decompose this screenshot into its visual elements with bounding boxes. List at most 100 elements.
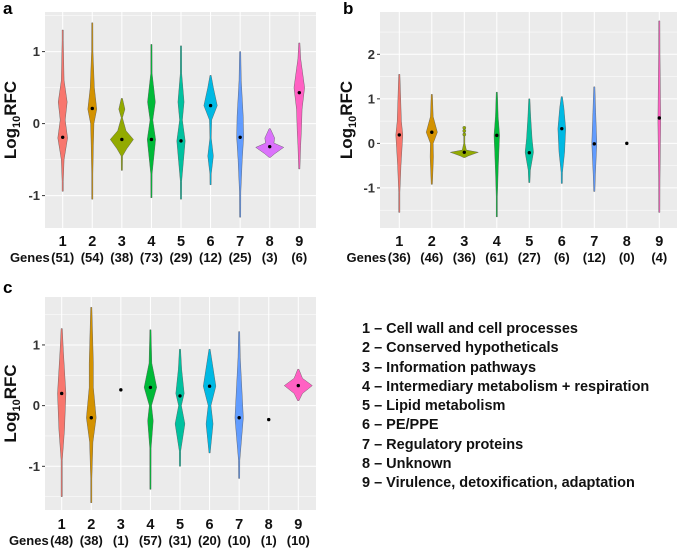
legend-item: 6 – PE/PPE [362,417,439,434]
x-tick-label: 1 [59,234,67,250]
violin-3 [449,127,480,158]
genes-label: Genes [9,533,49,548]
x-tick-label: 6 [207,234,215,250]
median-point [89,416,93,420]
gene-count-label: (38) [80,533,103,548]
legend-item: 1 – Cell wall and cell processes [362,321,578,337]
gene-count-label: (54) [81,250,104,265]
gene-count-label: (29) [169,250,192,265]
gene-count-label: (3) [262,250,278,265]
x-tick-label: 5 [525,234,533,250]
x-tick-label: 1 [58,517,66,533]
x-tick-label: 7 [236,234,244,250]
gene-count-label: (48) [50,533,73,548]
median-point [268,144,272,149]
legend-item: 9 – Virulence, detoxification, adaptatio… [362,475,635,492]
y-axis-label: Log10RFC [1,81,23,159]
median-point [120,137,124,142]
median-point [179,139,183,143]
y-tick-label: 0 [368,136,375,151]
x-tick-label: 9 [295,234,303,250]
violin-4 [147,44,156,198]
genes-label: Genes [347,250,387,265]
x-tick-label: 8 [623,234,631,250]
violin-5 [176,45,186,200]
gene-count-label: (6) [554,250,570,265]
gene-count-label: (10) [228,533,251,548]
x-tick-label: 2 [87,517,95,533]
x-tick-label: 7 [235,517,243,533]
median-point [297,90,301,95]
median-point [625,141,629,146]
violin-3 [109,98,134,171]
median-point [527,151,531,155]
median-point [178,394,182,398]
gene-count-label: (1) [261,533,277,548]
x-tick-label: 4 [493,234,501,250]
x-tick-label: 9 [294,517,302,533]
legend-item: 4 – Intermediary metabolism + respiratio… [362,378,650,395]
violin-2 [86,307,97,503]
gene-count-label: (1) [113,533,129,548]
x-tick-label: 3 [117,517,125,533]
gene-count-label: (12) [199,250,222,265]
x-tick-label: 4 [146,517,154,533]
median-point [296,383,300,388]
legend-item: 3 – Information pathways [362,359,537,376]
gene-count-label: (46) [420,250,443,265]
gene-count-label: (61) [485,250,508,265]
median-point [657,116,661,120]
y-tick-label: 0 [33,398,40,413]
x-tick-label: 8 [266,234,274,250]
median-point [148,385,153,390]
panel-a: -101Log10RFCa1(51)2(54)3(38)4(73)5(29)6(… [1,0,316,265]
gene-count-label: (20) [198,533,221,548]
violin-7 [234,331,244,479]
median-point [238,135,242,139]
median-point [592,142,596,146]
x-tick-label: 6 [558,234,566,250]
gene-count-label: (57) [139,533,162,548]
x-tick-label: 8 [265,517,273,533]
gene-count-label: (12) [583,250,606,265]
violin-9 [293,42,305,170]
gene-count-label: (10) [287,533,310,548]
violin-7 [591,86,598,192]
y-tick-label: 1 [33,337,40,352]
median-point [90,106,94,111]
gene-count-label: (4) [651,250,667,265]
median-point [237,416,241,420]
x-tick-label: 2 [428,234,436,250]
x-tick-label: 3 [460,234,468,250]
y-axis-label: Log10RFC [1,364,23,442]
outlier-point [462,129,467,133]
gene-count-label: (0) [619,250,635,265]
y-axis-label: Log10RFC [337,81,359,159]
y-tick-label: -1 [28,188,40,203]
genes-label: Genes [10,250,50,265]
legend-item: 8 – Unknown [362,456,452,473]
median-point [397,133,401,137]
gene-count-label: (27) [518,250,541,265]
violin-2 [425,94,438,185]
x-tick-label: 7 [590,234,598,250]
median-point [462,150,466,154]
gene-count-label: (51) [51,250,74,265]
panel-letter: c [3,278,12,297]
median-point [60,391,64,396]
x-tick-label: 5 [176,517,184,533]
x-tick-label: 4 [147,234,155,250]
y-tick-label: 1 [368,91,375,106]
violin-5 [174,348,186,467]
gene-count-label: (36) [453,250,476,265]
violin-6 [557,96,566,184]
gene-count-label: (73) [140,250,163,265]
category-legend: 1 – Cell wall and cell processes 2 – Con… [362,320,649,494]
legend-item: 7 – Regulatory proteins [362,436,524,453]
x-tick-label: 6 [206,517,214,533]
x-tick-label: 9 [655,234,663,250]
outlier-point [462,125,467,130]
violin-6 [203,75,218,185]
median-point [149,137,154,142]
